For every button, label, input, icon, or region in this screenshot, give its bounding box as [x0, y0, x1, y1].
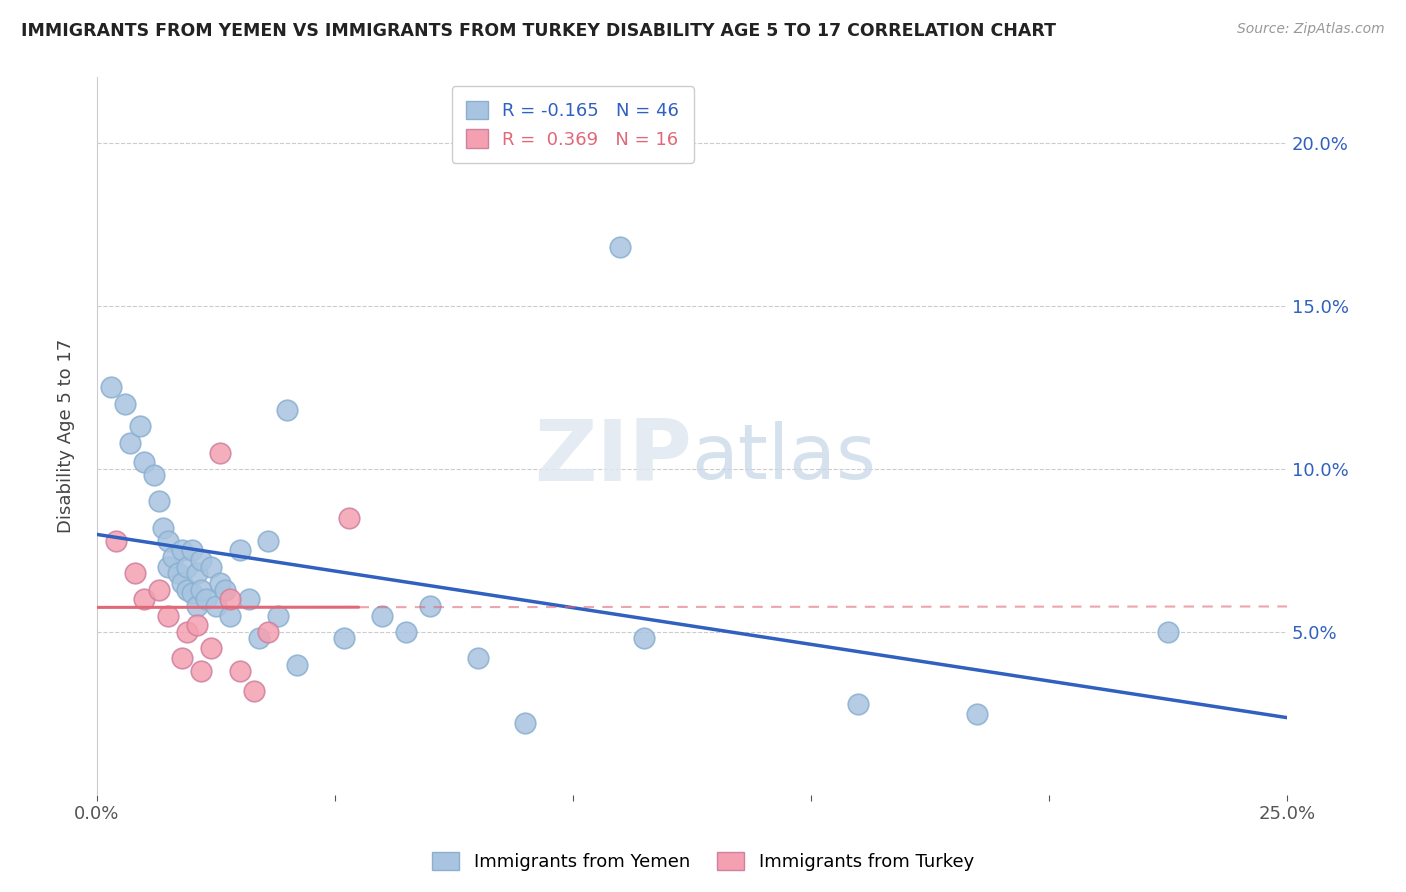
Point [243, 683, 266, 698]
Point [257, 533, 280, 548]
Point [209, 576, 232, 591]
Point [152, 520, 174, 534]
Point [276, 403, 298, 417]
Point [219, 592, 242, 607]
Point [285, 657, 308, 672]
Point [266, 608, 288, 623]
Point [337, 510, 360, 524]
Text: Source: ZipAtlas.com: Source: ZipAtlas.com [1237, 22, 1385, 37]
Point [848, 697, 870, 711]
Point [247, 632, 270, 646]
Text: ZIP: ZIP [534, 417, 692, 500]
Point [172, 576, 194, 591]
Point [219, 608, 242, 623]
Point [609, 240, 631, 254]
Y-axis label: Disability Age 5 to 17: Disability Age 5 to 17 [58, 339, 75, 533]
Point [1157, 624, 1180, 639]
Point [148, 494, 170, 508]
Point [142, 468, 165, 483]
Legend: R = -0.165   N = 46, R =  0.369   N = 16: R = -0.165 N = 46, R = 0.369 N = 16 [451, 87, 693, 163]
Point [186, 618, 208, 632]
Point [515, 716, 537, 731]
Point [172, 651, 194, 665]
Point [633, 632, 655, 646]
Point [114, 397, 136, 411]
Point [157, 559, 180, 574]
Point [176, 624, 198, 639]
Point [333, 632, 356, 646]
Point [209, 445, 232, 459]
Point [181, 586, 204, 600]
Point [124, 566, 146, 581]
Point [228, 664, 250, 678]
Point [204, 599, 226, 613]
Point [166, 566, 188, 581]
Point [200, 559, 222, 574]
Point [162, 549, 184, 564]
Point [104, 533, 127, 548]
Point [228, 543, 250, 558]
Point [467, 651, 489, 665]
Point [257, 624, 280, 639]
Point [214, 582, 236, 597]
Point [190, 664, 212, 678]
Legend: Immigrants from Yemen, Immigrants from Turkey: Immigrants from Yemen, Immigrants from T… [425, 845, 981, 879]
Point [134, 592, 156, 607]
Point [190, 553, 212, 567]
Point [148, 582, 170, 597]
Point [186, 599, 208, 613]
Point [128, 419, 150, 434]
Point [176, 582, 198, 597]
Text: atlas: atlas [692, 421, 877, 495]
Point [181, 543, 204, 558]
Point [419, 599, 441, 613]
Point [157, 533, 180, 548]
Point [118, 435, 141, 450]
Point [966, 706, 988, 721]
Point [134, 455, 156, 469]
Point [100, 380, 122, 394]
Point [195, 592, 218, 607]
Text: IMMIGRANTS FROM YEMEN VS IMMIGRANTS FROM TURKEY DISABILITY AGE 5 TO 17 CORRELATI: IMMIGRANTS FROM YEMEN VS IMMIGRANTS FROM… [21, 22, 1056, 40]
Point [200, 641, 222, 656]
Point [395, 624, 418, 639]
Point [176, 559, 198, 574]
Point [371, 608, 394, 623]
Point [186, 566, 208, 581]
Point [172, 543, 194, 558]
Point [238, 592, 260, 607]
Point [190, 582, 212, 597]
Point [157, 608, 180, 623]
